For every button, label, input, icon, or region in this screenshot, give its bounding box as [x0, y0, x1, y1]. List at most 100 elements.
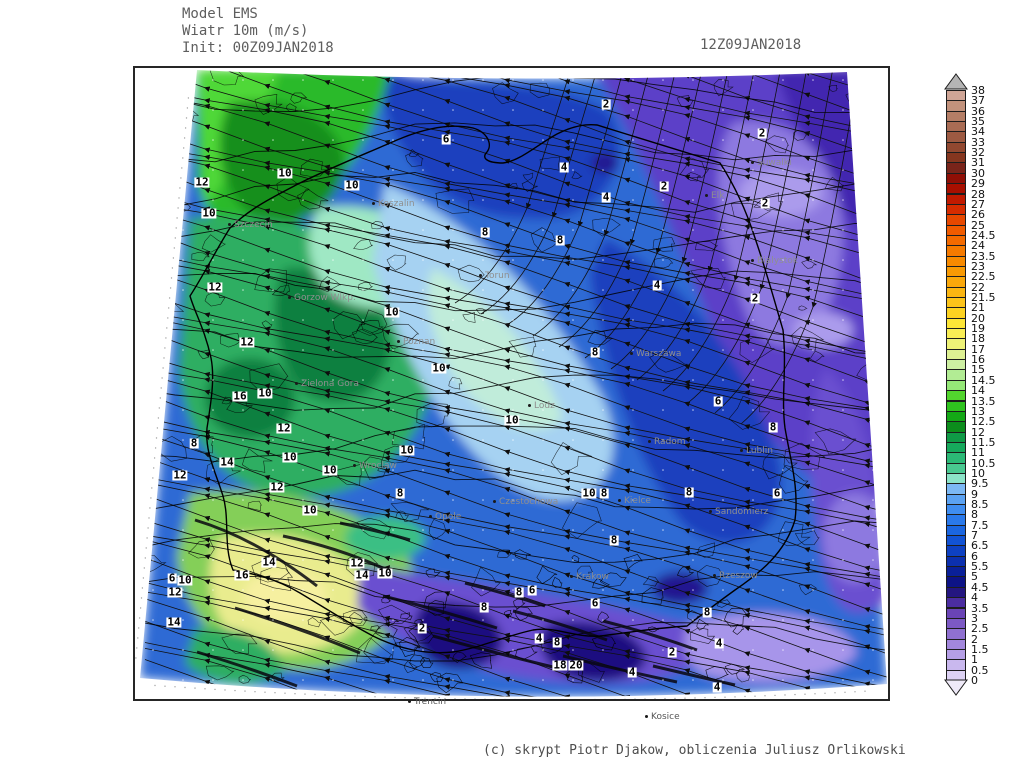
contour-label: 12 — [269, 480, 285, 494]
contour-label: 10 — [322, 463, 338, 477]
map-domain — [140, 70, 887, 697]
contour-label: 12 — [167, 585, 183, 599]
contour-label: 10 — [277, 166, 293, 180]
colorbar-tick-label: 14 — [971, 384, 985, 398]
contour-label: 2 — [659, 179, 669, 193]
colorbar-tick-label: 28 — [971, 187, 985, 201]
city-label: Warszawa — [630, 349, 681, 359]
colorbar-tick-label: 6.5 — [971, 539, 989, 553]
city-dot-icon — [397, 340, 400, 343]
colorbar-tick-label: 5 — [971, 570, 978, 584]
colorbar-tick-label: 11.5 — [971, 435, 996, 449]
contour-label: 4 — [714, 636, 724, 650]
colorbar-tick-label: 10.5 — [971, 456, 996, 470]
colorbar-tick-label: 5.5 — [971, 560, 989, 574]
city-dot-icon — [648, 440, 651, 443]
colorbar-tick-label: 6 — [971, 549, 978, 563]
contour-label: 6 — [167, 571, 177, 585]
colorbar-tick-label: 24.5 — [971, 228, 996, 242]
colorbar-tick-label: 1.5 — [971, 642, 989, 656]
contour-label: 10 — [257, 386, 273, 400]
colorbar-tick-label: 34 — [971, 125, 985, 139]
colorbar-tick-label: 7.5 — [971, 518, 989, 532]
contour-label: 10 — [431, 361, 447, 375]
city-dot-icon — [528, 404, 531, 407]
credit-line: (c) skrypt Piotr Djakow, obliczenia Juli… — [483, 743, 906, 758]
city-label: Torun — [479, 271, 510, 281]
contour-label: 10 — [282, 450, 298, 464]
contour-label: 10 — [201, 206, 217, 220]
contour-label: 10 — [399, 443, 415, 457]
city-label: Szczecin — [228, 220, 273, 230]
city-label: Czestochowa — [493, 497, 558, 507]
contour-label: 6 — [441, 132, 451, 146]
city-label: Lodz — [528, 401, 555, 411]
city-dot-icon — [630, 352, 633, 355]
colorbar-tick-label: 9 — [971, 487, 978, 501]
contour-label: 6 — [590, 596, 600, 610]
colorbar-tick-label: 23.5 — [971, 249, 996, 263]
colorbar-tick-label: 19 — [971, 322, 985, 336]
valid-time: 12Z09JAN2018 — [700, 37, 802, 53]
contour-label: 4 — [652, 278, 662, 292]
city-dot-icon — [408, 700, 411, 703]
colorbar-tick-label: 24 — [971, 239, 985, 253]
city-dot-icon — [570, 575, 573, 578]
colorbar-tick-label: 14.5 — [971, 373, 996, 387]
colorbar-tick-label: 16 — [971, 353, 985, 367]
country-border — [189, 124, 797, 654]
contour-label: 10 — [377, 566, 393, 580]
contour-label: 12 — [207, 280, 223, 294]
contour-label: 12 — [194, 175, 210, 189]
city-dot-icon — [479, 274, 482, 277]
city-dot-icon — [740, 449, 743, 452]
contour-label: 12 — [349, 556, 365, 570]
colorbar-tick-label: 22.5 — [971, 270, 996, 284]
colorbar-tick-label: 13.5 — [971, 394, 996, 408]
contour-label: 4 — [712, 680, 722, 694]
contour-label: 12 — [276, 421, 292, 435]
contour-label: 8 — [552, 635, 562, 649]
wind-map-canvas — [135, 70, 887, 699]
contour-label: 8 — [514, 585, 524, 599]
city-label: Zielona Gora — [295, 379, 359, 389]
colorbar-tick-label: 4.5 — [971, 580, 989, 594]
colorbar-tick-label: 22 — [971, 280, 985, 294]
contour-label: 8 — [609, 533, 619, 547]
contour-label: 18 — [552, 658, 568, 672]
city-label: Koszalin — [372, 199, 415, 209]
colorbar-tick-label: 18 — [971, 332, 985, 346]
contour-label: 10 — [344, 178, 360, 192]
contour-label: 4 — [559, 160, 569, 174]
contour-label: 8 — [479, 600, 489, 614]
colorbar-tick-label: 32 — [971, 146, 985, 160]
city-label: Rzeszow — [713, 571, 758, 581]
city-dot-icon — [645, 715, 648, 718]
colorbar-tick-label: 8.5 — [971, 498, 989, 511]
contour-label: 10 — [177, 573, 193, 587]
city-label: Radom — [648, 437, 686, 447]
contour-label: 6 — [713, 394, 723, 408]
city-label: Poznan — [397, 337, 435, 347]
city-dot-icon — [493, 500, 496, 503]
colorbar-tick-label: 12.5 — [971, 415, 996, 429]
city-label: Wroclaw — [353, 461, 397, 471]
contour-label: 4 — [601, 190, 611, 204]
colorbar-tick-label: 0 — [971, 673, 978, 687]
city-dot-icon — [705, 194, 708, 197]
colorbar-tick-label: 33 — [971, 135, 985, 149]
contour-label: 8 — [599, 486, 609, 500]
city-label-outside: Trencin — [408, 697, 446, 707]
city-dot-icon — [709, 510, 712, 513]
city-label: Lublin — [740, 446, 773, 456]
contour-label: 8 — [702, 605, 712, 619]
colorbar-tick-label: 25 — [971, 218, 985, 232]
contour-label: 2 — [757, 126, 767, 140]
contour-label: 8 — [590, 345, 600, 359]
colorbar-tick-label: 17 — [971, 342, 985, 356]
contour-label: 8 — [768, 420, 778, 434]
colorbar-tick-label: 8 — [971, 508, 978, 522]
contour-label: 2 — [417, 621, 427, 635]
contour-label: 8 — [480, 225, 490, 239]
